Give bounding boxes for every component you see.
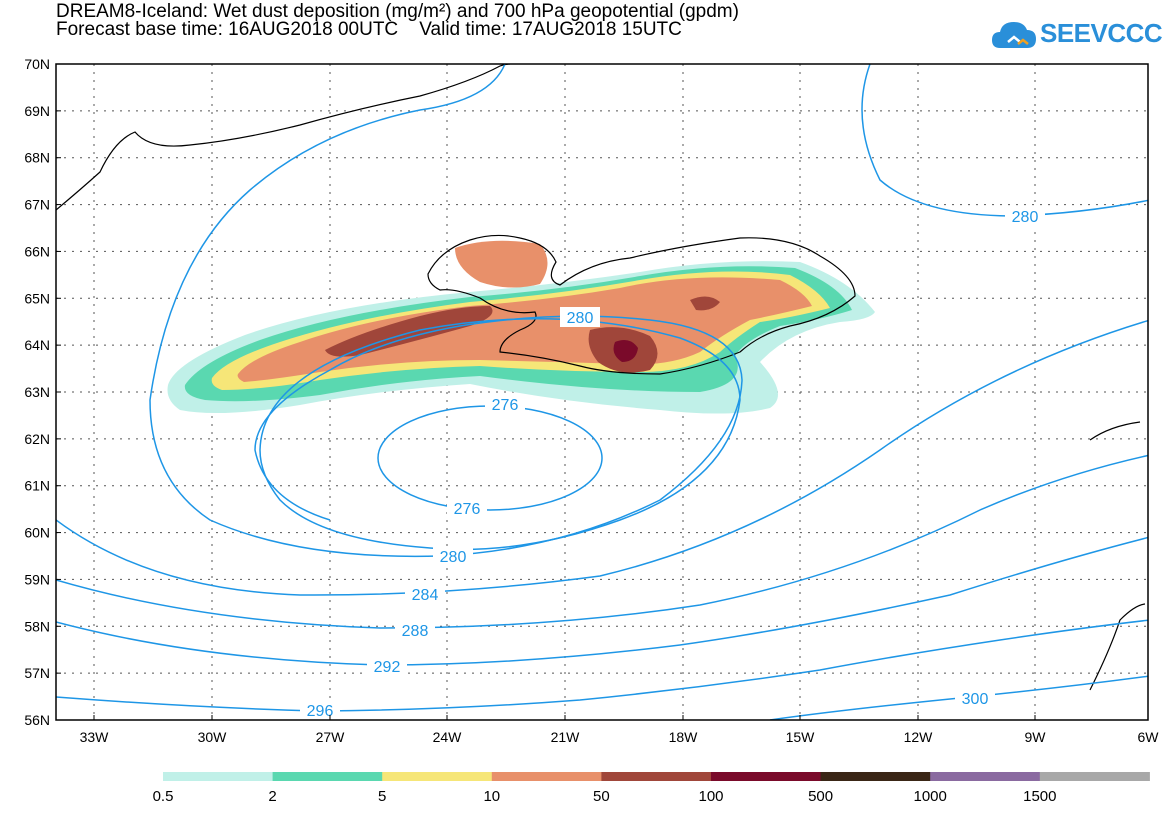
lon-label: 27W xyxy=(316,729,346,745)
legend-label: 1000 xyxy=(914,788,947,805)
contour-label-bg xyxy=(405,584,445,604)
seevccc-logo: SEEVCCC xyxy=(990,14,1163,56)
contour-label: 276 xyxy=(454,501,481,518)
contour-label-bg xyxy=(447,498,487,518)
legend-swatch xyxy=(820,772,931,781)
lat-label: 66N xyxy=(24,243,50,259)
lat-label: 62N xyxy=(24,431,50,447)
legend-swatch xyxy=(930,772,1041,781)
logo-text: SEEVCCC xyxy=(1040,18,1163,48)
lon-label: 18W xyxy=(669,729,699,745)
contour-label: 280 xyxy=(440,549,467,566)
contour-label: 292 xyxy=(374,659,401,676)
contour-label: 284 xyxy=(412,587,439,604)
lat-label: 56N xyxy=(24,712,50,728)
cloud-icon xyxy=(992,22,1036,48)
lat-label: 58N xyxy=(24,618,50,634)
legend-swatch xyxy=(163,772,274,781)
legend-label: 10 xyxy=(483,788,500,805)
contour-280-north xyxy=(861,64,1148,217)
contour-label: 300 xyxy=(962,691,989,708)
lat-label: 65N xyxy=(24,290,50,306)
legend-label: 5 xyxy=(378,788,386,805)
dust-level-10 xyxy=(237,277,813,382)
lon-label: 12W xyxy=(904,729,934,745)
norway-coast xyxy=(1089,421,1146,691)
contour-label: 280 xyxy=(1012,209,1039,226)
legend-swatch xyxy=(711,772,822,781)
forecast-times: Forecast base time: 16AUG2018 00UTC Vali… xyxy=(56,19,682,40)
contour-296 xyxy=(56,619,1148,712)
dust-level-100 xyxy=(613,340,638,362)
dust-level-50-c xyxy=(690,296,720,311)
lat-label: 61N xyxy=(24,478,50,494)
contour-label: 288 xyxy=(402,623,429,640)
contour-292 xyxy=(56,536,1148,666)
contour-label: 276 xyxy=(492,397,519,414)
contour-label-bg xyxy=(433,546,473,566)
map-title: DREAM8-Iceland: Wet dust deposition (mg/… xyxy=(56,1,739,22)
lat-label: 69N xyxy=(24,103,50,119)
contour-label-bg xyxy=(367,656,407,676)
legend-swatch xyxy=(491,772,602,781)
contour-label-bg xyxy=(1005,206,1045,226)
lon-label: 15W xyxy=(786,729,816,745)
legend-label: 50 xyxy=(593,788,610,805)
dust-level-10-nw xyxy=(455,240,548,288)
legend-label: 500 xyxy=(808,788,833,805)
contour-280-main xyxy=(149,64,743,558)
lat-label: 57N xyxy=(24,665,50,681)
lat-label: 63N xyxy=(24,384,50,400)
lon-label: 33W xyxy=(80,729,110,745)
contour-284 xyxy=(56,319,1148,596)
contour-label-bg xyxy=(485,394,525,414)
contour-label: 280 xyxy=(567,310,594,327)
geopotential-contours xyxy=(56,64,1148,720)
iceland-coast xyxy=(427,234,856,375)
latitude-labels: 70N 69N 68N 67N 66N 65N 64N 63N 62N 61N 60N 59N 58N 5… xyxy=(24,56,61,728)
legend-swatch xyxy=(382,772,493,781)
colorbar-legend: 0.5 2 5 10 50 100 500 1000 1500 xyxy=(153,772,1150,805)
lon-label: 9W xyxy=(1025,729,1047,745)
lat-label: 60N xyxy=(24,525,50,541)
legend-label: 100 xyxy=(698,788,723,805)
lat-label: 67N xyxy=(24,197,50,213)
lon-label: 24W xyxy=(433,729,463,745)
lon-label: 21W xyxy=(551,729,581,745)
coastlines xyxy=(56,64,1146,691)
contour-288 xyxy=(56,454,1148,629)
contour-label-bg xyxy=(955,688,995,708)
dust-deposition-field xyxy=(167,240,875,414)
lon-label: 6W xyxy=(1138,729,1160,745)
legend-swatch xyxy=(272,772,383,781)
dust-level-50 xyxy=(325,306,493,357)
contour-280-loop xyxy=(259,318,741,551)
lat-label: 64N xyxy=(24,337,50,353)
contour-label: 296 xyxy=(307,703,334,720)
greenland-coast xyxy=(56,64,511,211)
contour-label-bg xyxy=(395,620,435,640)
lat-label: 70N xyxy=(24,56,50,72)
legend-swatch xyxy=(1039,772,1150,781)
lat-label: 68N xyxy=(24,150,50,166)
longitude-labels: 33W 30W 27W 24W 21W 18W 15W 12W 9W 6W xyxy=(80,715,1160,745)
contour-276 xyxy=(377,405,603,511)
lat-label: 59N xyxy=(24,571,50,587)
legend-swatch xyxy=(601,772,712,781)
legend-label: 1500 xyxy=(1023,788,1056,805)
legend-label: 0.5 xyxy=(153,788,174,805)
legend-label: 2 xyxy=(268,788,276,805)
contour-labels: 280 280 276 276 280 284 288 292 296 300 xyxy=(300,206,1045,720)
lon-label: 30W xyxy=(198,729,228,745)
contour-label-bg xyxy=(560,307,600,327)
